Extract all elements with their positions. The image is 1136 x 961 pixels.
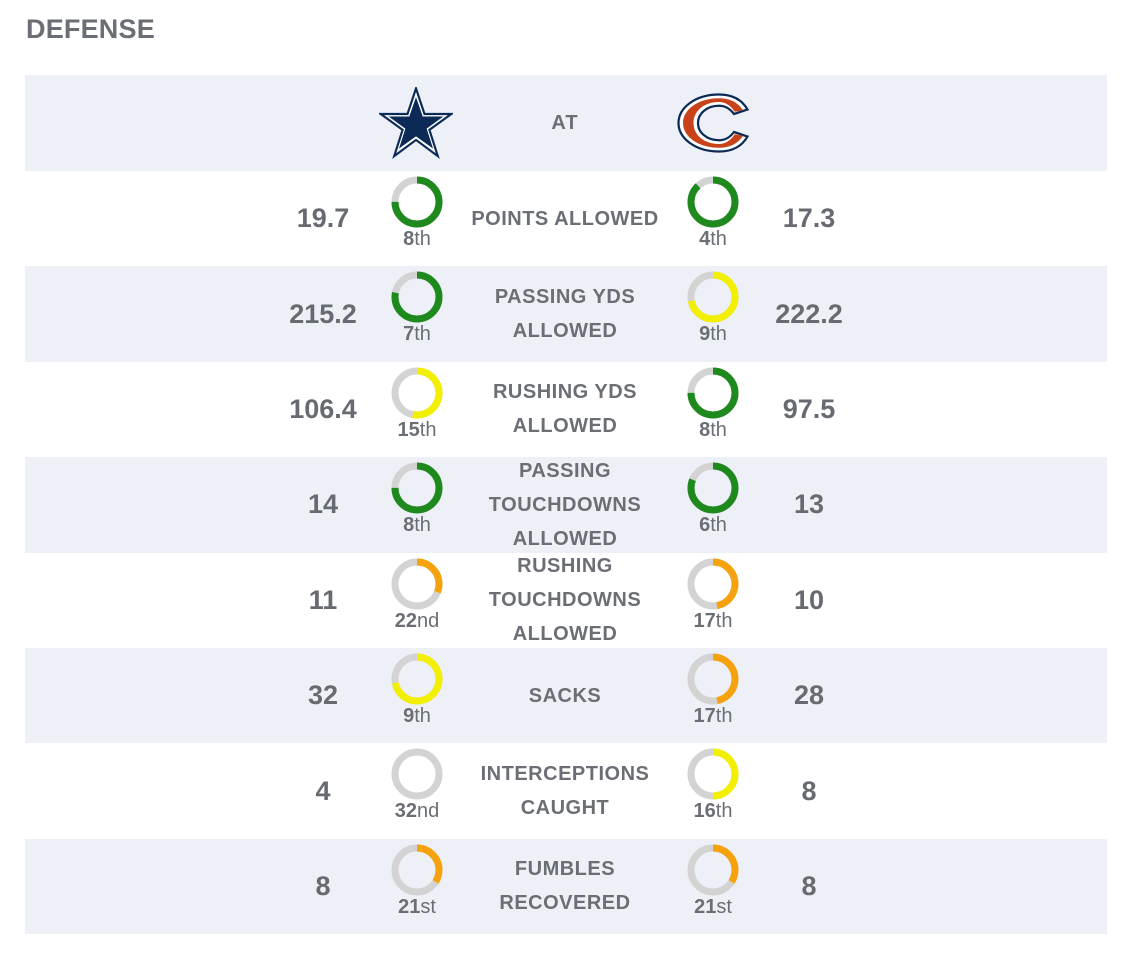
away-rank-ring [391, 844, 443, 896]
star-logo-icon [379, 87, 453, 159]
at-label: AT [551, 111, 579, 134]
stat-row: 106.4 15th RUSHING YDS ALLOWED 8th 97.5 [25, 362, 1107, 457]
defense-stats-table: AT 19.7 8th POINTS ALLOWED 4th 17.3 215.… [25, 75, 1107, 935]
away-value: 19.7 [296, 203, 350, 234]
home-rank-ring [687, 748, 739, 800]
away-rank-label: 8th [403, 228, 431, 250]
home-rank-label: 17th [693, 609, 733, 632]
home-rank-label: 17th [693, 704, 733, 727]
home-value: 28 [793, 680, 825, 711]
stat-label: PASSING TOUCHDOWNS ALLOWED [488, 459, 642, 550]
away-rank: 22nd [377, 553, 457, 648]
home-value: 8 [801, 775, 817, 806]
away-rank-label: 21st [398, 895, 436, 918]
home-value: 97.5 [782, 393, 836, 424]
matchup-header-row: AT [25, 75, 1107, 171]
away-rank-ring [391, 653, 443, 705]
stat-row: 32 9th SACKS 17th 28 [25, 647, 1107, 744]
away-rank-ring [391, 271, 443, 323]
away-rank-label: 15th [397, 418, 437, 441]
home-rank: 17th [673, 553, 753, 648]
home-rank-label: 9th [699, 323, 727, 346]
stat-row: 11 22nd RUSHING TOUCHDOWNS ALLOWED 17th … [25, 553, 1107, 648]
home-rank-ring [687, 176, 739, 228]
home-rank-label: 4th [699, 228, 727, 250]
away-rank: 8th [377, 457, 457, 552]
stat-label: INTERCEPTIONS CAUGHT [480, 763, 650, 820]
home-rank-label: 8th [699, 418, 727, 441]
home-rank-ring [687, 558, 739, 610]
away-rank-label: 22nd [394, 609, 440, 632]
home-value: 8 [801, 870, 817, 901]
home-rank-ring [687, 271, 739, 323]
section-title: DEFENSE [26, 14, 155, 44]
away-value: 106.4 [289, 393, 357, 424]
home-rank-ring [687, 844, 739, 896]
stat-label: FUMBLES RECOVERED [499, 858, 631, 915]
home-rank: 4th [673, 171, 753, 266]
away-rank-ring [391, 462, 443, 514]
away-rank-ring [391, 558, 443, 610]
stat-row: 14 8th PASSING TOUCHDOWNS ALLOWED 6th 13 [25, 457, 1107, 553]
home-value: 10 [793, 584, 825, 615]
home-value: 222.2 [775, 298, 843, 329]
stat-label: POINTS ALLOWED [471, 207, 659, 230]
away-value: 4 [315, 775, 331, 806]
home-rank: 17th [673, 648, 753, 743]
away-rank-label: 9th [403, 704, 431, 727]
home-rank: 6th [673, 457, 753, 552]
home-rank-label: 6th [699, 514, 727, 537]
stat-row: 4 32nd INTERCEPTIONS CAUGHT 16th 8 [25, 743, 1107, 838]
home-rank: 8th [673, 362, 753, 457]
away-value: 14 [307, 489, 339, 520]
home-rank: 16th [673, 743, 753, 838]
home-rank-ring [687, 653, 739, 705]
home-value: 13 [793, 489, 825, 520]
away-value: 8 [315, 870, 331, 901]
away-rank-label: 7th [403, 323, 431, 346]
home-rank: 9th [673, 266, 753, 361]
home-rank-ring [687, 367, 739, 419]
home-rank-label: 16th [693, 800, 733, 823]
away-rank-ring [391, 367, 443, 419]
stat-row: 8 21st FUMBLES RECOVERED 21st 8 [25, 838, 1107, 935]
stat-label: RUSHING TOUCHDOWNS ALLOWED [488, 555, 642, 646]
stat-label: SACKS [528, 684, 602, 707]
away-rank-label: 32nd [394, 800, 440, 823]
stat-label: PASSING YDS ALLOWED [494, 286, 636, 343]
away-rank-ring [391, 176, 443, 228]
away-rank-ring [391, 748, 443, 800]
away-rank: 7th [377, 266, 457, 361]
stat-row: 19.7 8th POINTS ALLOWED 4th 17.3 [25, 171, 1107, 266]
away-rank: 8th [377, 171, 457, 266]
bear-c-logo-icon [677, 93, 750, 153]
away-value: 215.2 [289, 298, 357, 329]
stat-row: 215.2 7th PASSING YDS ALLOWED 9th 222.2 [25, 266, 1107, 362]
away-rank: 32nd [377, 743, 457, 838]
stat-label: RUSHING YDS ALLOWED [492, 381, 638, 438]
away-value: 11 [308, 584, 338, 615]
home-value: 17.3 [782, 203, 836, 234]
away-rank-label: 8th [403, 514, 431, 537]
away-rank: 21st [377, 839, 457, 934]
home-rank: 21st [673, 839, 753, 934]
away-rank: 9th [377, 648, 457, 743]
away-value: 32 [307, 680, 339, 711]
home-rank-ring [687, 462, 739, 514]
home-rank-label: 21st [694, 895, 732, 918]
away-rank: 15th [377, 362, 457, 457]
